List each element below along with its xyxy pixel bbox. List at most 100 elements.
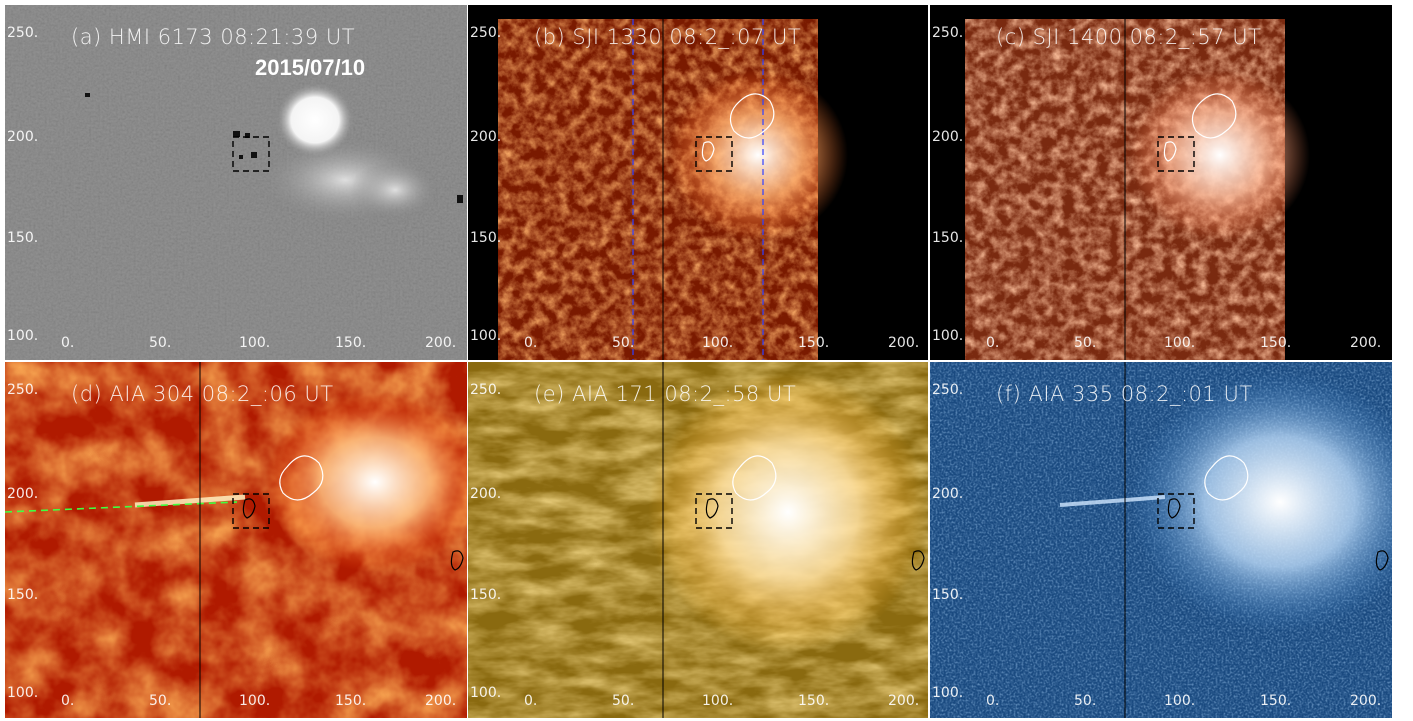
observation-date: 2015/07/10 bbox=[255, 55, 366, 80]
aia-335-image bbox=[930, 362, 1392, 718]
y-tick-label: 250. bbox=[7, 382, 39, 398]
x-tick-label: 100. bbox=[702, 693, 734, 709]
contour-negative bbox=[1163, 141, 1177, 162]
hmi-negative-pores bbox=[85, 93, 463, 203]
x-tick-label: 150. bbox=[1260, 693, 1292, 709]
contour-negative bbox=[701, 141, 715, 162]
contour-negative bbox=[705, 498, 719, 519]
x-tick-label: 50. bbox=[1074, 693, 1097, 709]
sji-active-region bbox=[668, 70, 848, 240]
x-tick-label: 150. bbox=[1260, 335, 1292, 351]
y-tick-label: 250. bbox=[932, 25, 964, 41]
contour-positive bbox=[1191, 93, 1237, 139]
panel-aia-304: (d) AIA 304 08:2_:06 UT 250. 200. 150. 1… bbox=[5, 362, 467, 718]
y-tick-label: 100. bbox=[7, 328, 39, 344]
y-tick-label: 100. bbox=[932, 685, 964, 701]
y-tick-label: 200. bbox=[932, 486, 964, 502]
jet-feature bbox=[134, 494, 246, 508]
panel-aia-335: (f) AIA 335 08:2_:01 UT 250. 200. 150. 1… bbox=[930, 362, 1392, 718]
x-tick-label: 0. bbox=[986, 693, 1000, 709]
x-tick-label: 150. bbox=[798, 693, 830, 709]
jet-path-marker bbox=[5, 501, 238, 513]
x-tick-label: 150. bbox=[798, 335, 830, 351]
x-tick-label: 50. bbox=[149, 693, 172, 709]
y-tick-label: 250. bbox=[470, 382, 502, 398]
panel-title: (e) AIA 171 08:2_:58 UT bbox=[534, 382, 797, 406]
y-tick-label: 200. bbox=[7, 486, 39, 502]
x-tick-label: 0. bbox=[524, 335, 538, 351]
panel-title: (a) HMI 6173 08:21:39 UT bbox=[71, 25, 356, 49]
x-tick-label: 150. bbox=[335, 693, 367, 709]
contour-negative-east bbox=[911, 550, 925, 571]
x-tick-label: 100. bbox=[702, 335, 734, 351]
y-tick-label: 200. bbox=[470, 129, 502, 145]
aia-active-region bbox=[1130, 372, 1392, 632]
contour-negative-east bbox=[1375, 550, 1389, 571]
y-tick-label: 100. bbox=[470, 328, 502, 344]
y-tick-label: 150. bbox=[932, 230, 964, 246]
jet-feature bbox=[1059, 495, 1166, 507]
hmi-magnetogram-image bbox=[5, 5, 467, 360]
y-tick-label: 200. bbox=[470, 486, 502, 502]
region-box bbox=[1157, 493, 1195, 529]
aia-active-region bbox=[648, 372, 928, 652]
y-tick-label: 250. bbox=[7, 25, 39, 41]
x-tick-label: 150. bbox=[335, 335, 367, 351]
x-tick-label: 0. bbox=[986, 335, 1000, 351]
region-box bbox=[232, 136, 270, 172]
y-tick-label: 150. bbox=[7, 587, 39, 603]
panel-hmi-magnetogram: (a) HMI 6173 08:21:39 UT 2015/07/10 250.… bbox=[5, 5, 467, 360]
hmi-positive-spot bbox=[275, 82, 355, 158]
sji-active-region bbox=[1130, 70, 1310, 240]
panel-title: (c) SJI 1400 08:2_:57 UT bbox=[996, 25, 1262, 49]
hmi-plage-east bbox=[350, 160, 440, 220]
y-tick-label: 100. bbox=[7, 685, 39, 701]
contour-positive bbox=[729, 93, 775, 139]
panel-title: (d) AIA 304 08:2_:06 UT bbox=[71, 382, 334, 406]
aia-active-region bbox=[265, 392, 467, 572]
aia-171-image bbox=[468, 362, 928, 718]
panel-aia-171: (e) AIA 171 08:2_:58 UT 250. 200. 150. 1… bbox=[468, 362, 928, 718]
region-box bbox=[1157, 136, 1195, 172]
region-box bbox=[232, 493, 270, 529]
y-tick-label: 250. bbox=[470, 25, 502, 41]
y-tick-label: 150. bbox=[932, 587, 964, 603]
y-tick-label: 150. bbox=[470, 587, 502, 603]
panel-title: (f) AIA 335 08:2_:01 UT bbox=[996, 382, 1253, 406]
x-tick-label: 100. bbox=[239, 693, 271, 709]
sji-1330-image bbox=[468, 5, 928, 360]
contour-positive bbox=[279, 455, 324, 501]
x-tick-label: 50. bbox=[612, 335, 635, 351]
x-tick-label: 200. bbox=[888, 693, 920, 709]
contour-negative bbox=[242, 498, 256, 519]
contour-negative bbox=[1167, 498, 1181, 519]
x-tick-label: 100. bbox=[239, 335, 271, 351]
y-tick-label: 100. bbox=[932, 328, 964, 344]
x-tick-label: 0. bbox=[61, 693, 75, 709]
y-tick-label: 200. bbox=[932, 129, 964, 145]
x-tick-label: 0. bbox=[61, 335, 75, 351]
panel-sji-1400: (c) SJI 1400 08:2_:57 UT 250. 200. 150. … bbox=[930, 5, 1392, 360]
x-tick-label: 100. bbox=[1164, 693, 1196, 709]
y-tick-label: 150. bbox=[7, 230, 39, 246]
contour-negative-east bbox=[450, 550, 464, 571]
y-tick-label: 150. bbox=[470, 230, 502, 246]
y-tick-label: 250. bbox=[932, 382, 964, 398]
contour-positive bbox=[1204, 455, 1249, 501]
region-box bbox=[695, 493, 733, 529]
x-tick-label: 200. bbox=[425, 693, 457, 709]
x-tick-label: 50. bbox=[149, 335, 172, 351]
x-tick-label: 200. bbox=[1350, 693, 1382, 709]
x-tick-label: 100. bbox=[1164, 335, 1196, 351]
x-tick-label: 50. bbox=[1074, 335, 1097, 351]
y-tick-label: 200. bbox=[7, 129, 39, 145]
sji-1400-image bbox=[930, 5, 1392, 360]
contour-positive bbox=[732, 455, 777, 501]
y-tick-label: 100. bbox=[470, 685, 502, 701]
aia-304-image bbox=[5, 362, 467, 718]
panel-title: (b) SJI 1330 08:2_:07 UT bbox=[534, 25, 802, 49]
x-tick-label: 50. bbox=[612, 693, 635, 709]
x-tick-label: 200. bbox=[888, 335, 920, 351]
x-tick-label: 0. bbox=[524, 693, 538, 709]
